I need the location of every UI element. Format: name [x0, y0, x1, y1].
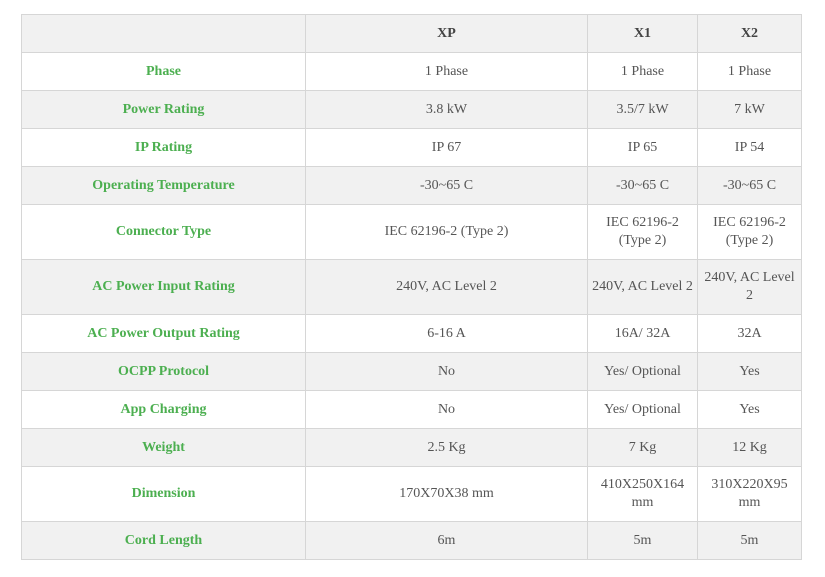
x1-value: 5m [587, 521, 698, 560]
row-label: OCPP Protocol [21, 352, 306, 391]
xp-value: 2.5 Kg [305, 428, 588, 467]
x2-value: 12 Kg [697, 428, 802, 467]
x2-value: IEC 62196-2 (Type 2) [697, 204, 802, 260]
table-row: Phase 1 Phase 1 Phase 1 Phase [21, 52, 802, 91]
row-label: AC Power Input Rating [21, 259, 306, 315]
row-label: Power Rating [21, 90, 306, 129]
x1-value: 410X250X164 mm [587, 466, 698, 522]
x1-value: -30~65 C [587, 166, 698, 205]
row-label: Operating Temperature [21, 166, 306, 205]
x2-value: -30~65 C [697, 166, 802, 205]
x1-value: IEC 62196-2 (Type 2) [587, 204, 698, 260]
table-header-row: XP X1 X2 [21, 14, 802, 53]
xp-value: 1 Phase [305, 52, 588, 91]
table-row: Power Rating 3.8 kW 3.5/7 kW 7 kW [21, 90, 802, 129]
xp-value: 6m [305, 521, 588, 560]
xp-value: 3.8 kW [305, 90, 588, 129]
x2-value: 1 Phase [697, 52, 802, 91]
header-cell-x2: X2 [697, 14, 802, 53]
row-label: AC Power Output Rating [21, 314, 306, 353]
table-row: Weight 2.5 Kg 7 Kg 12 Kg [21, 428, 802, 467]
table-row: AC Power Output Rating 6-16 A 16A/ 32A 3… [21, 314, 802, 353]
header-cell-xp: XP [305, 14, 588, 53]
row-label: Connector Type [21, 204, 306, 260]
x1-value: IP 65 [587, 128, 698, 167]
xp-value: 170X70X38 mm [305, 466, 588, 522]
row-label: IP Rating [21, 128, 306, 167]
x1-value: 7 Kg [587, 428, 698, 467]
xp-value: 6-16 A [305, 314, 588, 353]
spec-comparison-table: XP X1 X2 Phase 1 Phase 1 Phase 1 Phase P… [21, 14, 802, 560]
row-label: Dimension [21, 466, 306, 522]
table-row: Dimension 170X70X38 mm 410X250X164 mm 31… [21, 466, 802, 522]
table-row: OCPP Protocol No Yes/ Optional Yes [21, 352, 802, 391]
x2-value: IP 54 [697, 128, 802, 167]
xp-value: No [305, 352, 588, 391]
x2-value: 240V, AC Level 2 [697, 259, 802, 315]
x1-value: 16A/ 32A [587, 314, 698, 353]
row-label: Phase [21, 52, 306, 91]
table-row: Cord Length 6m 5m 5m [21, 521, 802, 560]
xp-value: IP 67 [305, 128, 588, 167]
x1-value: Yes/ Optional [587, 390, 698, 429]
x2-value: 32A [697, 314, 802, 353]
x1-value: Yes/ Optional [587, 352, 698, 391]
x2-value: 310X220X95 mm [697, 466, 802, 522]
row-label: Cord Length [21, 521, 306, 560]
header-cell-empty [21, 14, 306, 53]
table-row: Operating Temperature -30~65 C -30~65 C … [21, 166, 802, 205]
x1-value: 1 Phase [587, 52, 698, 91]
x1-value: 240V, AC Level 2 [587, 259, 698, 315]
x2-value: Yes [697, 390, 802, 429]
xp-value: 240V, AC Level 2 [305, 259, 588, 315]
xp-value: -30~65 C [305, 166, 588, 205]
table-row: AC Power Input Rating 240V, AC Level 2 2… [21, 259, 802, 315]
table-row: App Charging No Yes/ Optional Yes [21, 390, 802, 429]
x2-value: Yes [697, 352, 802, 391]
table-row: IP Rating IP 67 IP 65 IP 54 [21, 128, 802, 167]
table-row: Connector Type IEC 62196-2 (Type 2) IEC … [21, 204, 802, 260]
xp-value: No [305, 390, 588, 429]
row-label: App Charging [21, 390, 306, 429]
x2-value: 7 kW [697, 90, 802, 129]
x1-value: 3.5/7 kW [587, 90, 698, 129]
header-cell-x1: X1 [587, 14, 698, 53]
row-label: Weight [21, 428, 306, 467]
x2-value: 5m [697, 521, 802, 560]
xp-value: IEC 62196-2 (Type 2) [305, 204, 588, 260]
